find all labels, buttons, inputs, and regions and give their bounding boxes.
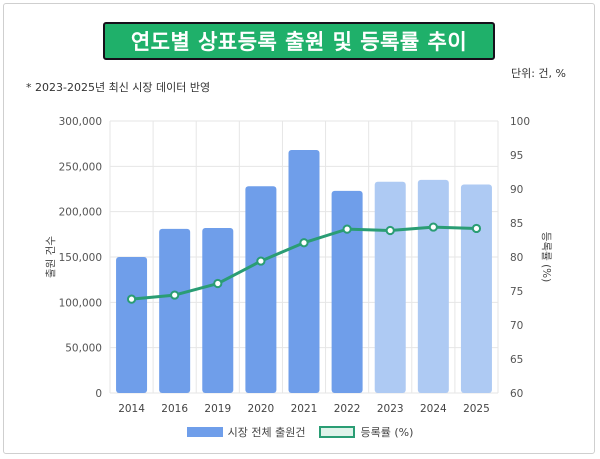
y-tick-label: 250,000 bbox=[59, 161, 102, 173]
y-tick-label: 200,000 bbox=[59, 207, 102, 219]
legend-label-line: 등록률 (%) bbox=[360, 426, 414, 439]
data-note: * 2023-2025년 최신 시장 데이터 반영 bbox=[26, 81, 211, 94]
y-tick-label: 150,000 bbox=[59, 252, 102, 264]
bar bbox=[417, 179, 449, 393]
line-point bbox=[126, 294, 137, 304]
y-right-tick-label: 80 bbox=[510, 252, 523, 264]
bar bbox=[202, 227, 234, 393]
y-right-tick-label: 60 bbox=[510, 388, 523, 400]
bars-layer bbox=[116, 150, 492, 393]
legend-item-bars[interactable]: 시장 전체 출원건 bbox=[186, 424, 306, 440]
line-layer bbox=[126, 222, 482, 304]
line-point bbox=[213, 278, 223, 289]
x-tick-label: 2021 bbox=[291, 403, 318, 415]
bar bbox=[374, 181, 406, 393]
axis-layer: 0 50,000 100,000 150,000 200,000 250,000 300,0… bbox=[45, 116, 552, 415]
x-tick-label: 2014 bbox=[118, 403, 145, 415]
bar bbox=[288, 150, 320, 393]
x-tick-label: 2016 bbox=[161, 403, 188, 415]
legend-swatch-line bbox=[319, 426, 356, 438]
line-point bbox=[385, 225, 395, 236]
y-axis-title: 출원 건수 bbox=[45, 236, 57, 278]
legend-label-bars: 시장 전체 출원건 bbox=[227, 426, 306, 439]
line-point bbox=[256, 256, 266, 266]
y-right-tick-label: 85 bbox=[510, 218, 523, 230]
y-right-tick-label: 70 bbox=[510, 320, 523, 332]
line-point bbox=[471, 223, 482, 234]
line-point bbox=[299, 238, 309, 248]
unit-label: 단위: 건, % bbox=[510, 67, 566, 80]
y-tick-label: 50,000 bbox=[65, 343, 102, 355]
line-point bbox=[170, 290, 180, 300]
legend-item-line[interactable]: 등록률 (%) bbox=[319, 424, 413, 440]
chart-title: 연도별 상표등록 출원 및 등록률 추이 bbox=[103, 22, 495, 60]
x-tick-label: 2025 bbox=[463, 403, 490, 415]
x-tick-label: 2019 bbox=[204, 403, 231, 415]
line-point bbox=[342, 224, 352, 234]
y-tick-label: 300,000 bbox=[59, 116, 102, 128]
x-tick-label: 2022 bbox=[334, 403, 361, 415]
legend: 시장 전체 출원건 등록률 (%) bbox=[0, 424, 600, 440]
bar bbox=[159, 228, 191, 393]
bar bbox=[245, 186, 277, 393]
y-right-tick-label: 75 bbox=[510, 286, 523, 298]
bar bbox=[116, 257, 148, 393]
y-right-axis-title: 등록률 (%) bbox=[540, 232, 552, 283]
x-tick-label: 2024 bbox=[420, 403, 447, 415]
y-tick-label: 0 bbox=[95, 388, 102, 400]
x-tick-label: 2023 bbox=[377, 403, 404, 415]
bar bbox=[331, 190, 363, 393]
y-right-tick-label: 100 bbox=[510, 116, 530, 128]
y-right-tick-label: 65 bbox=[510, 354, 523, 366]
y-right-tick-label: 90 bbox=[510, 184, 523, 196]
line-point bbox=[428, 222, 438, 232]
x-tick-label: 2020 bbox=[248, 403, 275, 415]
y-right-tick-label: 95 bbox=[510, 150, 523, 162]
y-tick-label: 100,000 bbox=[59, 297, 102, 309]
legend-swatch-bars bbox=[186, 427, 223, 437]
bar bbox=[460, 184, 492, 393]
